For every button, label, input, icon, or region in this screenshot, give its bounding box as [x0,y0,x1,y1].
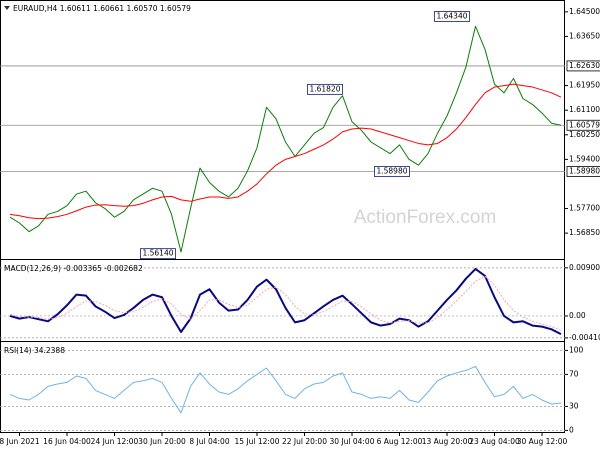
y-tick-label: 1.61100 [569,105,600,114]
x-tick-label: 24 Jun 12:00 [91,437,139,446]
y-tick-label: -0.004104 [569,333,600,342]
y-tick-label: 1.60250 [569,130,600,139]
label-box [566,166,600,177]
y-tick-label: 1.61950 [569,81,600,90]
y-tick-label: 1.63650 [569,31,600,40]
annotation-box [307,83,343,95]
x-tick-label: 30 Jun 20:00 [138,437,186,446]
annotation: 1.61820 [309,84,340,93]
x-tick-label: 30 Jul 04:00 [330,437,375,446]
title-icon [4,6,10,10]
panel-title: EURAUD,H4 1.60611 1.60661 1.60570 1.6057… [13,4,191,13]
watermark: ActionForex.com [354,207,497,228]
boxed-label: 1.58980 [569,167,600,176]
annotation-box [374,166,410,177]
boxed-label: 1.60579 [569,120,600,129]
series-line [9,365,562,414]
x-tick-label: 8 Jul 04:00 [189,437,229,446]
y-tick-label: 30 [569,401,579,410]
y-tick-label: 70 [569,369,579,378]
annotation: 1.64340 [436,11,467,20]
y-tick-label: 1.64500 [569,7,600,16]
x-tick-label: 13 Aug 20:00 [422,437,473,446]
boxed-label: 1.62630 [569,61,600,70]
y-tick-label: 0 [569,425,574,434]
panel-title: MACD(12,26,9) -0.003365 -0.002682 [4,264,143,273]
annotation: 1.56140 [142,249,173,258]
y-tick-label: 1.56850 [569,228,600,237]
y-tick-label: 0.009005 [569,263,600,272]
annotation-box [434,11,470,22]
x-tick-label: 30 Aug 12:00 [517,437,568,446]
x-tick-label: 15 Jul 12:00 [235,437,280,446]
annotation: 1.58980 [376,167,407,176]
x-tick-label: 16 Jun 04:00 [43,437,91,446]
plot-frame [0,0,565,433]
x-tick-label: 23 Aug 04:00 [469,437,520,446]
series-line [9,267,562,336]
series-line [9,275,562,331]
panel-title: RSI(14) 34.2388 [4,346,65,355]
y-tick-label: 100 [569,345,584,354]
x-tick-label: 8 Jun 2021 [0,437,40,446]
y-tick-label: 0.00 [569,311,586,320]
label-box [566,119,600,131]
y-tick-label: 1.57700 [569,204,600,213]
y-tick-label: 1.59400 [569,154,600,163]
x-tick-label: 22 Jul 20:00 [282,437,327,446]
label-box [566,60,600,72]
annotation-box [140,248,176,260]
x-tick-label: 6 Aug 12:00 [377,437,423,446]
series-line [9,83,562,220]
series-line [9,25,562,253]
